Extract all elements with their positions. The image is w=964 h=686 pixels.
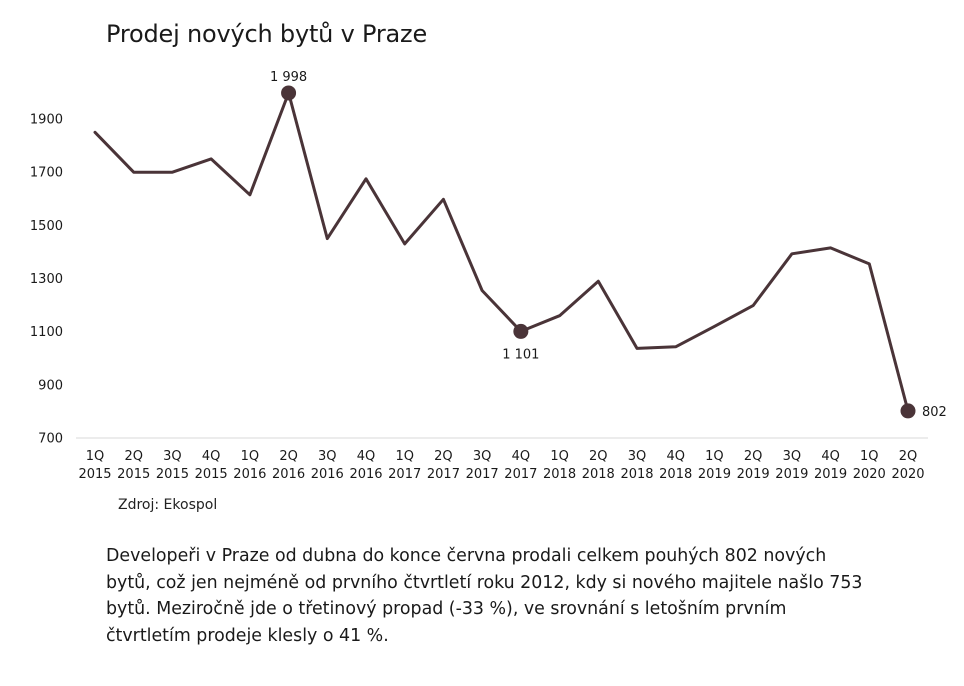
x-tick-label-quarter: 2Q xyxy=(124,449,143,464)
x-tick-label-year: 2018 xyxy=(659,467,692,482)
x-tick-label-year: 2015 xyxy=(117,467,150,482)
highlight-point xyxy=(900,403,916,419)
y-tick-label: 1700 xyxy=(30,166,63,181)
x-tick-label-quarter: 3Q xyxy=(783,449,802,464)
highlight-markers: 1 998 1 101 802 xyxy=(270,70,947,420)
x-tick-label-year: 2019 xyxy=(698,467,731,482)
series-line xyxy=(93,91,910,413)
x-tick-label-year: 2015 xyxy=(78,467,111,482)
x-tick-label-year: 2016 xyxy=(233,467,266,482)
x-tick-label-year: 2019 xyxy=(737,467,770,482)
data-label: 802 xyxy=(922,405,947,420)
x-tick-label-year: 2017 xyxy=(388,467,421,482)
x-tick-label-quarter: 2Q xyxy=(434,449,453,464)
x-tick-label-year: 2018 xyxy=(543,467,576,482)
x-tick-label-quarter: 1Q xyxy=(860,449,879,464)
x-tick-label-quarter: 2Q xyxy=(744,449,763,464)
x-tick-label-year: 2016 xyxy=(349,467,382,482)
highlight-point xyxy=(281,85,297,101)
x-tick-label-quarter: 1Q xyxy=(395,449,414,464)
highlight-point xyxy=(513,323,529,339)
y-tick-label: 1500 xyxy=(30,219,63,234)
y-axis-ticks: 700 900 1100 1300 1500 1700 1900 xyxy=(30,113,63,447)
x-tick-label-year: 2016 xyxy=(272,467,305,482)
x-tick-label-quarter: 4Q xyxy=(512,449,531,464)
line-chart: 700 900 1100 1300 1500 1700 1900 1Q 2015 2Q 2015 3… xyxy=(30,70,947,482)
chart-title: Prodej nových bytů v Praze xyxy=(106,20,428,48)
x-tick-label-year: 2017 xyxy=(427,467,460,482)
x-tick-label-quarter: 3Q xyxy=(318,449,337,464)
y-tick-label: 1900 xyxy=(30,113,63,128)
x-tick-label-year: 2018 xyxy=(620,467,653,482)
data-label: 1 101 xyxy=(502,347,539,362)
x-tick-label-quarter: 2Q xyxy=(279,449,298,464)
x-tick-label-quarter: 1Q xyxy=(705,449,724,464)
x-tick-label-year: 2020 xyxy=(853,467,886,482)
x-tick-label-year: 2019 xyxy=(814,467,847,482)
source-note: Zdroj: Ekospol xyxy=(118,497,218,513)
data-label: 1 998 xyxy=(270,70,307,85)
x-tick-label-quarter: 4Q xyxy=(357,449,376,464)
y-tick-label: 700 xyxy=(38,432,63,447)
x-tick-label-year: 2017 xyxy=(466,467,499,482)
x-tick-label-quarter: 3Q xyxy=(163,449,182,464)
x-tick-label-year: 2020 xyxy=(891,467,924,482)
x-tick-label-year: 2015 xyxy=(195,467,228,482)
x-tick-label-quarter: 3Q xyxy=(628,449,647,464)
x-tick-label-quarter: 4Q xyxy=(666,449,685,464)
x-axis-ticks: 1Q 2015 2Q 2015 3Q 2015 4Q 2015 1Q 2016 2Q 2016 3Q 20… xyxy=(78,449,924,482)
x-tick-label-year: 2018 xyxy=(582,467,615,482)
x-tick-label-quarter: 2Q xyxy=(589,449,608,464)
x-tick-label-quarter: 1Q xyxy=(550,449,569,464)
x-tick-label-year: 2015 xyxy=(156,467,189,482)
x-tick-label-quarter: 4Q xyxy=(821,449,840,464)
y-tick-label: 900 xyxy=(38,378,63,393)
y-tick-label: 1300 xyxy=(30,272,63,287)
x-tick-label-quarter: 4Q xyxy=(202,449,221,464)
caption-text: Developeři v Praze od dubna do konce čer… xyxy=(106,546,863,646)
y-tick-label: 1100 xyxy=(30,325,63,340)
x-tick-label-quarter: 1Q xyxy=(241,449,260,464)
x-tick-label-quarter: 3Q xyxy=(473,449,492,464)
x-tick-label-year: 2016 xyxy=(311,467,344,482)
x-tick-label-quarter: 2Q xyxy=(899,449,918,464)
x-tick-label-year: 2019 xyxy=(775,467,808,482)
x-tick-label-year: 2017 xyxy=(504,467,537,482)
x-tick-label-quarter: 1Q xyxy=(86,449,105,464)
